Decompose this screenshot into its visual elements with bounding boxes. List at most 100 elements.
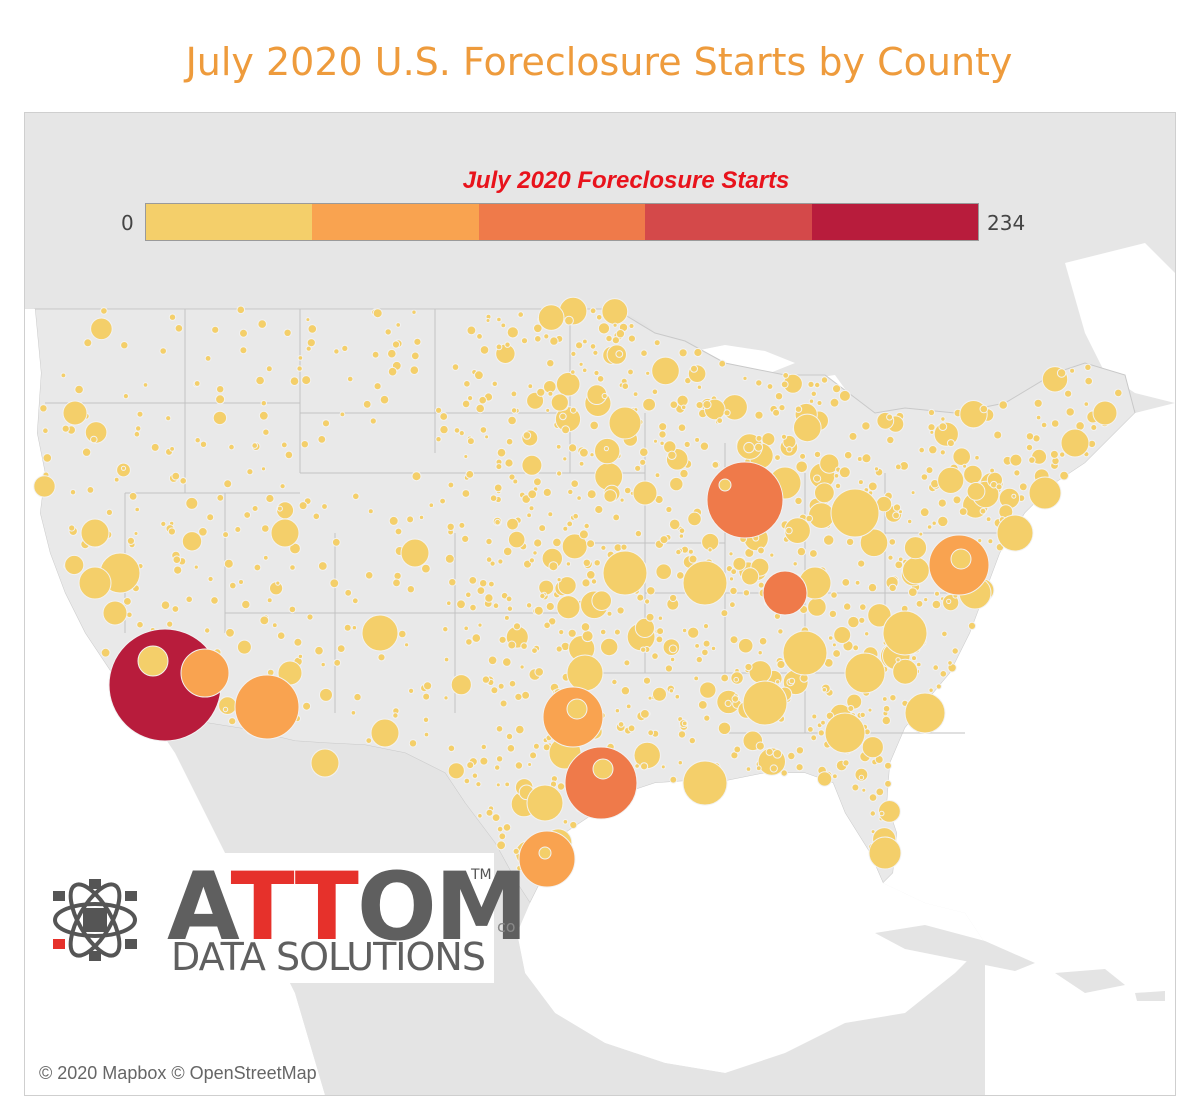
county-marker — [373, 382, 382, 391]
county-marker — [769, 552, 775, 558]
county-marker — [105, 508, 114, 516]
county-marker — [636, 593, 645, 602]
county-marker — [484, 593, 494, 603]
county-marker — [495, 463, 503, 471]
county-marker — [595, 314, 603, 321]
puerto-rico-land — [1135, 991, 1165, 1001]
county-marker — [979, 404, 989, 414]
county-marker — [958, 507, 968, 517]
county-marker — [590, 578, 598, 585]
county-marker — [886, 413, 894, 421]
county-marker — [506, 744, 516, 753]
county-marker — [179, 477, 187, 485]
map-canvas[interactable] — [25, 113, 1175, 1095]
county-marker — [702, 639, 711, 648]
county-marker — [312, 512, 321, 521]
county-marker — [490, 686, 499, 695]
county-marker — [612, 513, 621, 522]
county-marker — [126, 536, 136, 545]
county-marker — [731, 695, 740, 703]
county-marker — [659, 535, 669, 545]
county-marker — [788, 677, 796, 685]
county-marker — [280, 441, 288, 449]
county-marker — [644, 598, 651, 605]
county-marker — [447, 481, 455, 489]
county-marker — [167, 527, 176, 536]
county-marker — [916, 661, 922, 668]
county-marker — [843, 602, 852, 611]
county-marker — [194, 437, 201, 444]
county-marker — [934, 590, 940, 597]
county-marker — [721, 394, 748, 421]
county-marker — [733, 745, 742, 754]
county-marker — [884, 761, 892, 770]
county-marker — [351, 597, 359, 605]
map-attribution[interactable]: © 2020 Mapbox © OpenStreetMap — [39, 1063, 317, 1083]
county-marker — [772, 749, 783, 759]
county-marker — [539, 592, 546, 600]
county-marker-overlay — [137, 645, 169, 677]
county-marker — [298, 501, 308, 511]
county-marker — [861, 787, 867, 793]
county-marker-cluster — [844, 652, 886, 694]
baja-water — [155, 723, 225, 873]
county-marker — [517, 311, 525, 318]
county-marker — [795, 763, 804, 772]
county-marker — [474, 370, 484, 381]
county-marker — [867, 707, 873, 713]
county-marker — [504, 341, 511, 348]
county-marker — [848, 431, 858, 441]
county-marker — [461, 489, 471, 498]
county-marker — [409, 365, 420, 376]
county-marker — [676, 394, 689, 407]
county-marker-cluster — [270, 518, 300, 548]
county-marker — [466, 325, 477, 336]
county-marker — [612, 322, 618, 328]
map-frame[interactable]: July 2020 Foreclosure Starts 0 234 A — [24, 112, 1176, 1096]
major-county-marker — [234, 674, 300, 740]
county-marker — [807, 726, 814, 733]
county-marker — [489, 494, 498, 503]
county-marker — [683, 440, 691, 448]
county-marker — [306, 338, 316, 348]
county-marker — [687, 626, 700, 639]
county-marker — [616, 606, 625, 615]
county-marker — [276, 505, 283, 512]
county-marker — [557, 576, 577, 596]
county-marker — [828, 609, 838, 619]
county-marker — [90, 435, 98, 444]
county-marker — [271, 622, 278, 629]
county-marker — [816, 400, 823, 406]
county-marker — [319, 687, 333, 702]
county-marker — [527, 383, 534, 390]
county-marker-cluster — [1060, 428, 1090, 458]
county-marker — [813, 474, 822, 483]
county-marker — [422, 692, 431, 701]
county-marker — [875, 787, 885, 797]
county-marker — [134, 506, 140, 513]
county-marker — [506, 517, 519, 531]
county-marker — [206, 513, 215, 522]
county-marker — [947, 660, 953, 666]
county-marker — [632, 391, 639, 398]
county-marker — [639, 447, 649, 458]
county-marker — [832, 649, 841, 658]
county-marker — [549, 336, 559, 346]
county-marker — [558, 629, 565, 636]
county-marker — [133, 430, 141, 438]
county-marker — [465, 591, 472, 599]
county-marker — [889, 694, 897, 702]
atlantic-ocean — [883, 403, 1175, 1095]
county-marker — [339, 411, 346, 418]
county-marker — [128, 491, 138, 501]
county-marker — [614, 708, 621, 714]
county-marker — [888, 538, 897, 546]
county-marker — [475, 403, 486, 414]
county-marker — [463, 625, 470, 632]
county-marker — [228, 443, 235, 451]
county-marker — [575, 341, 584, 350]
county-marker — [283, 328, 292, 338]
county-marker — [640, 762, 649, 771]
county-marker — [677, 423, 687, 433]
county-marker — [480, 743, 487, 751]
